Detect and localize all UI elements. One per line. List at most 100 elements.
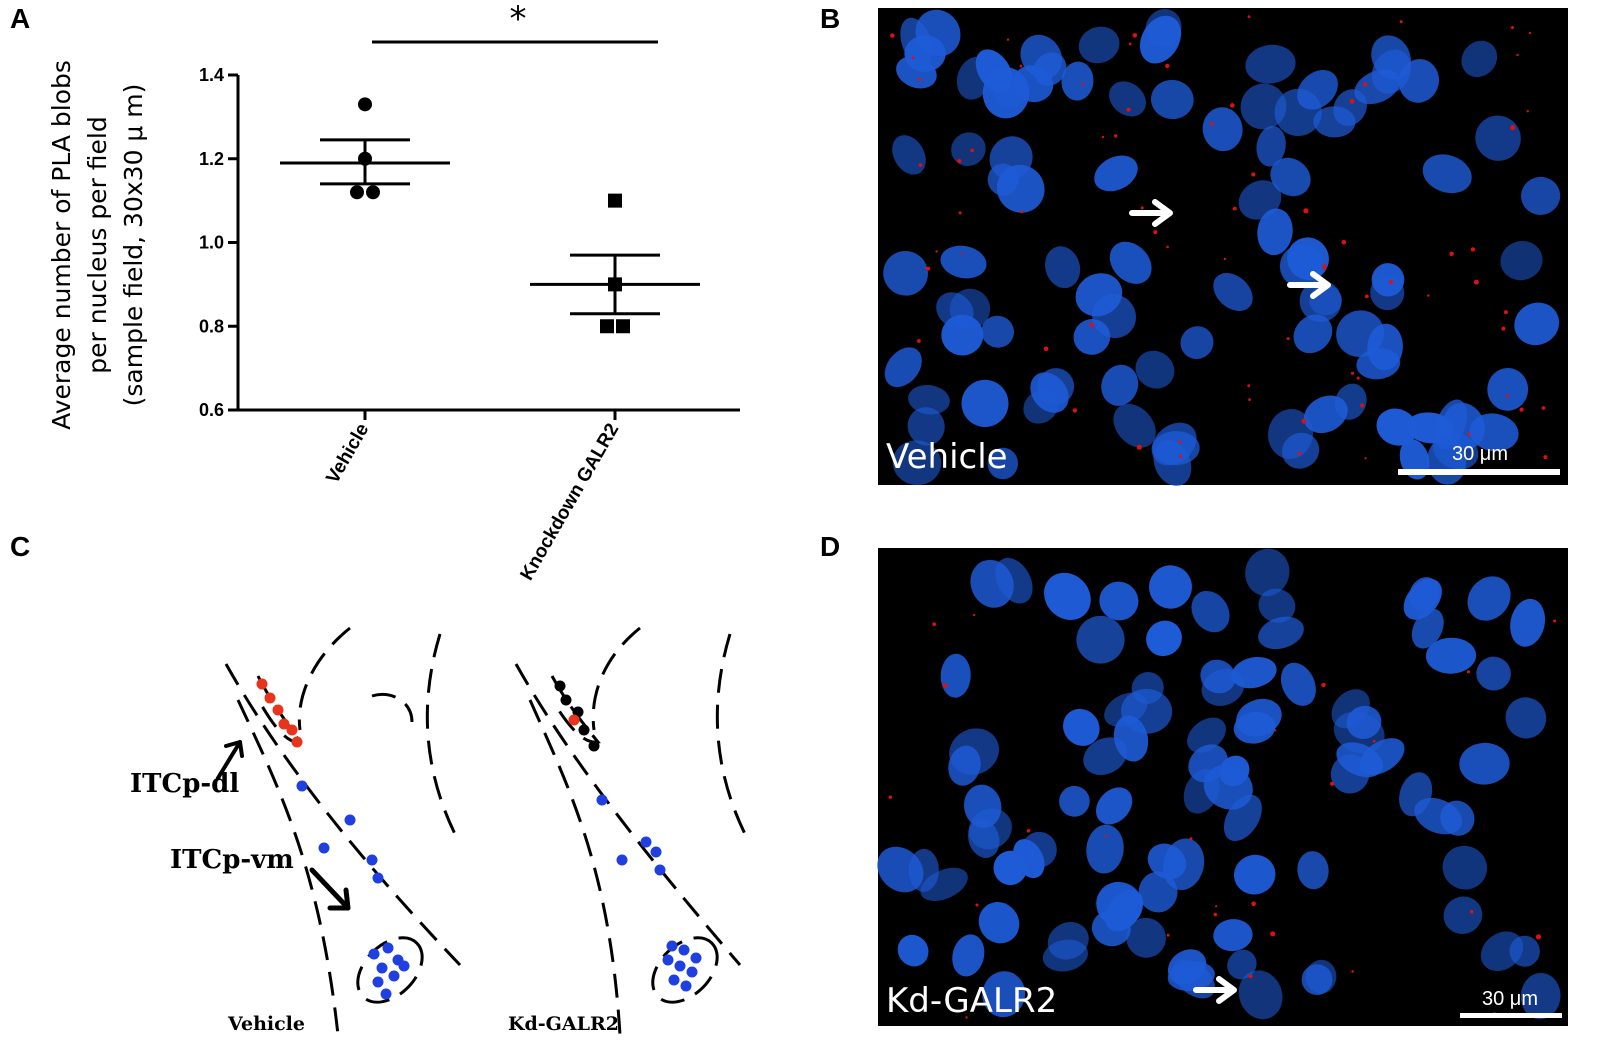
left-upper-curve	[371, 693, 414, 723]
pla-blob	[1341, 239, 1347, 245]
nucleus	[1293, 314, 1333, 354]
pla-blob	[1179, 455, 1183, 458]
pla-blob	[1469, 910, 1474, 914]
cell-dot	[296, 780, 308, 792]
nucleus	[1371, 49, 1412, 94]
nucleus	[1183, 768, 1220, 814]
nucleus	[993, 850, 1028, 886]
nucleus	[1223, 794, 1262, 842]
far-right-arc	[715, 633, 750, 841]
pla-blob	[1528, 31, 1532, 35]
diagram-title-vehicle: Vehicle	[227, 1013, 305, 1035]
pla-blob	[1248, 974, 1253, 979]
pla-blob	[888, 795, 892, 799]
nucleus	[1257, 208, 1293, 256]
nucleus	[1109, 81, 1146, 117]
nucleus	[1094, 155, 1138, 192]
micrograph-vehicle: Vehicle 30 μm	[878, 8, 1568, 487]
pla-blob	[932, 622, 936, 626]
nucleus	[949, 728, 1000, 775]
pla-blob	[1104, 834, 1108, 837]
pla-blob	[935, 250, 938, 253]
nucleus	[940, 653, 971, 698]
nucleus	[1469, 413, 1519, 452]
nucleus	[1297, 69, 1338, 110]
nucleus	[1021, 831, 1057, 868]
scale-bar-b	[1398, 469, 1560, 475]
nuclei-vehicle	[883, 8, 1561, 487]
nucleus	[1044, 572, 1091, 621]
pla-blob	[1526, 110, 1530, 113]
nucleus	[1148, 565, 1193, 609]
pla-blob	[957, 158, 962, 164]
cell-dot	[650, 846, 662, 858]
pla-blob	[1541, 406, 1546, 410]
cell-dot	[560, 694, 572, 706]
cell-dot	[380, 988, 392, 1000]
pla-blob	[1506, 394, 1509, 398]
nucleus	[1256, 125, 1286, 167]
cell-dot	[286, 724, 298, 736]
pla-blob	[1020, 210, 1024, 214]
nucleus	[1399, 772, 1433, 817]
cell-dot	[388, 970, 400, 982]
pla-blob	[917, 339, 921, 343]
right-outer-boundary-left	[528, 699, 622, 1036]
nucleus	[1521, 176, 1561, 215]
nucleus	[1459, 742, 1510, 785]
nucleus	[1086, 824, 1124, 874]
pla-blob	[1535, 934, 1542, 940]
cell-dot	[578, 724, 590, 736]
nucleus	[907, 407, 945, 446]
arrow-vm-icon	[309, 867, 351, 911]
pla-blob	[1501, 326, 1506, 331]
pla-blob	[1210, 122, 1214, 126]
scale-bar-d	[1460, 1013, 1562, 1018]
nucleus	[941, 314, 984, 356]
cell-dot	[686, 966, 698, 978]
y-axis-title: Average number of PLA blobs per nucleus …	[47, 60, 148, 430]
pla-blob	[1165, 63, 1170, 69]
pla-blobs-vehicle	[890, 15, 1548, 460]
nucleus	[1126, 917, 1166, 958]
pla-blob	[1140, 206, 1144, 210]
data-point	[616, 319, 630, 334]
cell-dot	[372, 976, 384, 988]
nucleus	[1356, 348, 1401, 380]
pla-blob	[1372, 739, 1376, 743]
nucleus	[884, 347, 922, 388]
label-itcp-vm: ITCp-vm	[170, 845, 294, 875]
pla-blob	[890, 33, 895, 38]
pla-blob	[1178, 440, 1182, 444]
pla-blob	[1364, 457, 1367, 460]
pla-blob	[1006, 38, 1010, 41]
nucleus	[892, 440, 942, 486]
cell-dot	[678, 944, 690, 956]
pla-blob	[1230, 103, 1235, 108]
panel-letter-d: D	[820, 531, 840, 562]
cell-dot	[554, 680, 566, 692]
nucleus	[1270, 157, 1311, 197]
significance-star: *	[510, 0, 527, 39]
pla-blob	[1519, 407, 1524, 412]
nucleus	[1487, 368, 1529, 411]
nucleus	[896, 56, 937, 89]
pla-blob	[1153, 230, 1158, 235]
nucleus	[1153, 440, 1192, 487]
cell-dot	[668, 974, 680, 986]
pla-blob	[918, 163, 923, 167]
scale-bar-label-d: 30 μm	[1482, 988, 1538, 1010]
cell-dot	[588, 740, 600, 752]
pla-blob	[1213, 912, 1218, 917]
scale-bar-label-b: 30 μm	[1452, 443, 1508, 465]
arrow-dl-icon	[216, 740, 244, 780]
nucleus	[1045, 246, 1081, 289]
nucleus	[1023, 389, 1059, 424]
x-category-label: Knockdown GALR2	[516, 420, 623, 584]
pla-blob	[911, 56, 915, 60]
nucleus	[987, 447, 1019, 480]
pla-blob	[1247, 384, 1251, 388]
nucleus	[1227, 949, 1257, 980]
pla-blob	[1019, 64, 1023, 68]
itc-diagram	[224, 626, 750, 1036]
